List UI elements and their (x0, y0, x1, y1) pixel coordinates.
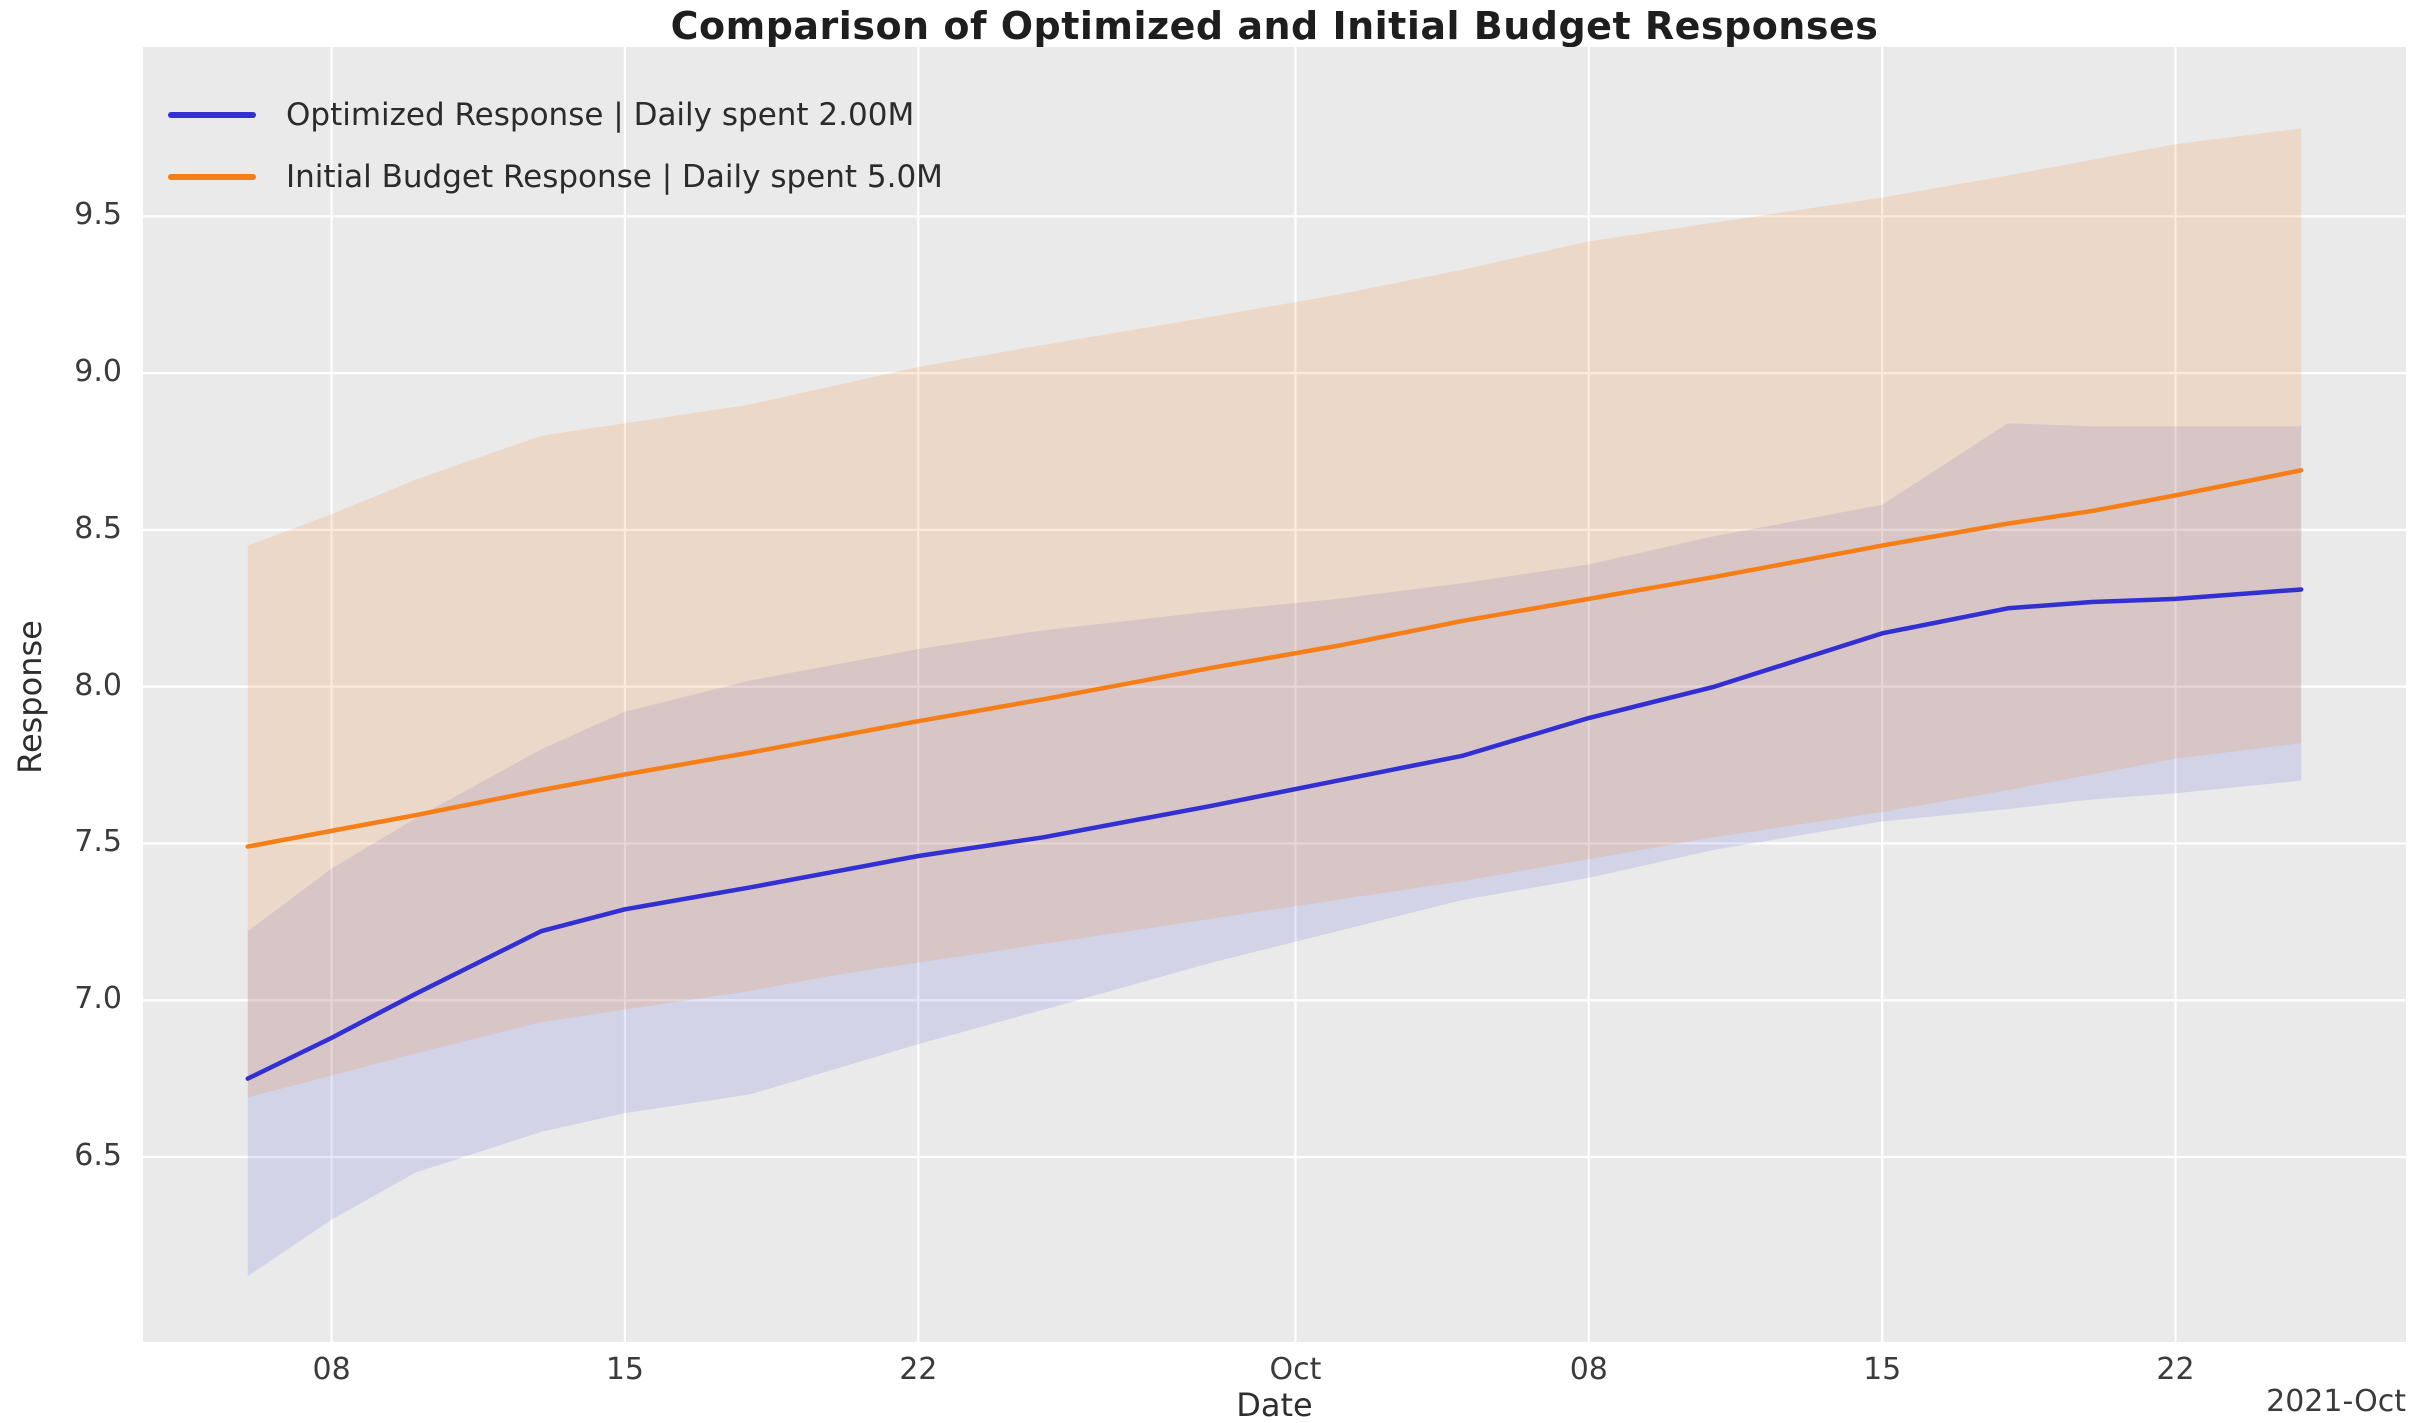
legend-row-1: Initial Budget Response | Daily spent 5.… (168, 156, 943, 198)
x-tick-label: 22 (899, 1352, 938, 1387)
plot-canvas (143, 47, 2406, 1342)
y-tick-label: 9.5 (74, 197, 122, 233)
y-tick-label: 8.5 (74, 510, 122, 546)
y-tick-label: 9.0 (74, 354, 122, 390)
x-tick-label: 15 (605, 1352, 645, 1387)
legend-row-0: Optimized Response | Daily spent 2.00M (168, 94, 943, 136)
x-tick-label: Oct (1269, 1352, 1322, 1387)
x-tick-label: 08 (312, 1352, 351, 1387)
legend-swatch-0 (168, 112, 256, 118)
x-axis-offset-label: 2021-Oct (2266, 1384, 2406, 1419)
y-tick-label: 7.5 (74, 824, 122, 860)
x-tick-label: 08 (1569, 1352, 1608, 1387)
legend-label-1: Initial Budget Response | Daily spent 5.… (286, 159, 943, 195)
x-tick-label: 15 (1863, 1352, 1902, 1387)
legend-label-0: Optimized Response | Daily spent 2.00M (286, 97, 915, 133)
y-axis-label: Response (11, 620, 49, 774)
legend: Optimized Response | Daily spent 2.00M In… (168, 94, 943, 198)
confidence-band-0 (247, 423, 2302, 1277)
series-line-0 (245, 587, 2304, 1081)
x-axis-label: Date (1236, 1386, 1313, 1423)
plot-background (143, 47, 2406, 1342)
x-tick-label: 22 (2156, 1352, 2195, 1387)
y-tick-label: 6.5 (74, 1138, 122, 1173)
confidence-band-1 (247, 128, 2302, 1098)
legend-swatch-1 (168, 174, 256, 180)
y-tick-label: 8.0 (74, 667, 122, 703)
series-line-1 (245, 468, 2304, 849)
y-tick-label: 7.0 (74, 981, 122, 1017)
plot-area (143, 47, 2406, 1342)
chart-title: Comparison of Optimized and Initial Budg… (670, 4, 1879, 48)
